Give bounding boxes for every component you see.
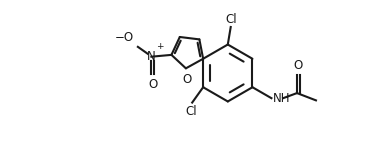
Text: NH: NH: [273, 92, 290, 105]
Text: Cl: Cl: [185, 105, 197, 119]
Text: O: O: [148, 78, 157, 91]
Text: O: O: [182, 73, 191, 86]
Text: Cl: Cl: [225, 13, 237, 26]
Text: −O: −O: [115, 31, 134, 44]
Text: +: +: [156, 42, 164, 51]
Text: N: N: [147, 50, 156, 63]
Text: O: O: [294, 59, 303, 72]
